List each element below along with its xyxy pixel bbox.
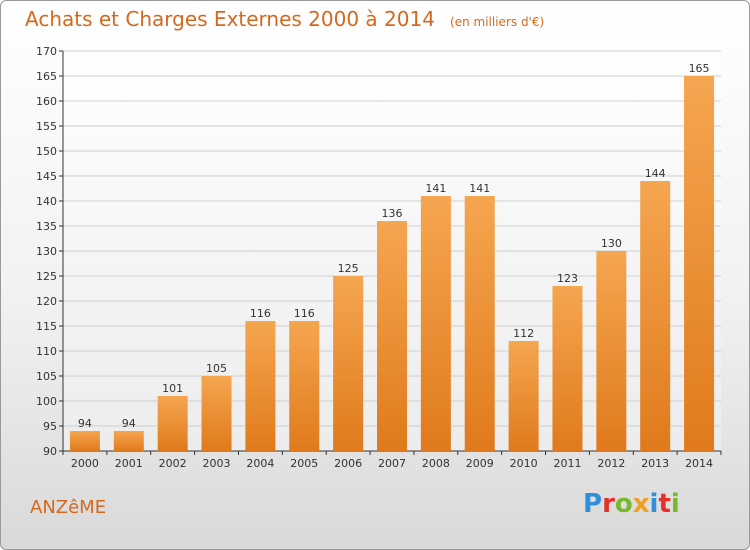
data-label: 165 — [689, 62, 710, 75]
x-tick-label: 2001 — [115, 457, 143, 470]
x-tick-label: 2009 — [466, 457, 494, 470]
bar — [113, 431, 144, 451]
bar — [508, 341, 539, 451]
data-label: 105 — [206, 362, 227, 375]
y-tick-label: 110 — [36, 345, 57, 358]
x-tick-label: 2004 — [246, 457, 274, 470]
town-name: ANZêME — [30, 497, 107, 518]
x-axis: 2000 2001 2002 2003 2004 2005 2006 2007 2008 2009… — [62, 450, 722, 470]
y-tick-label: 105 — [36, 370, 57, 383]
data-label: 94 — [122, 417, 136, 430]
x-tick-label: 2011 — [553, 457, 581, 470]
bar — [596, 251, 627, 451]
bar — [420, 196, 451, 451]
bar — [69, 431, 100, 451]
bar — [377, 221, 407, 451]
chart-title-block: Achats et Charges Externes 2000 à 2014 (… — [25, 7, 544, 31]
bar — [157, 396, 188, 451]
y-tick-label: 150 — [36, 145, 57, 158]
y-tick-label: 100 — [36, 395, 57, 408]
x-tick-label: 2002 — [159, 457, 187, 470]
y-tick-label: 140 — [36, 195, 57, 208]
bar — [552, 286, 583, 451]
y-tick-label: 120 — [36, 295, 57, 308]
data-labels: 94 94 101 105 116 116 125 136 141 141 112 123 130 144… — [78, 62, 710, 430]
bar — [245, 321, 276, 451]
y-tick-label: 165 — [36, 70, 57, 83]
x-tick-label: 2013 — [641, 457, 669, 470]
data-label: 101 — [162, 382, 183, 395]
data-label: 144 — [645, 167, 666, 180]
x-tick-label: 2003 — [203, 457, 231, 470]
x-tick-label: 2012 — [597, 457, 625, 470]
bar — [201, 376, 232, 451]
bar — [333, 276, 364, 451]
data-label: 130 — [601, 237, 622, 250]
data-label: 141 — [469, 182, 490, 195]
y-tick-label: 95 — [43, 420, 57, 433]
data-label: 112 — [513, 327, 534, 340]
chart-title: Achats et Charges Externes 2000 à 2014 — [25, 7, 435, 31]
y-tick-label: 155 — [36, 120, 57, 133]
y-tick-label: 90 — [43, 445, 57, 458]
data-label: 136 — [382, 207, 403, 220]
x-tick-label: 2010 — [510, 457, 538, 470]
y-tick-label: 160 — [36, 95, 57, 108]
data-label: 123 — [557, 272, 578, 285]
chart-unit-note: (en milliers d'€) — [450, 15, 545, 29]
bar — [464, 196, 495, 451]
y-tick-label: 170 — [36, 45, 57, 58]
proxiti-logo: Proxiti — [583, 489, 680, 519]
x-tick-label: 2007 — [378, 457, 406, 470]
x-tick-label: 2005 — [290, 457, 318, 470]
data-label: 116 — [294, 307, 315, 320]
data-label: 141 — [425, 182, 446, 195]
y-tick-label: 125 — [36, 270, 57, 283]
y-tick-label: 130 — [36, 245, 57, 258]
x-tick-label: 2014 — [685, 457, 713, 470]
y-tick-label: 115 — [36, 320, 57, 333]
x-tick-label: 2006 — [334, 457, 362, 470]
y-axis: 90 95 100 105 110 115 120 125 130 135 140 145 150 155… — [36, 45, 64, 458]
y-tick-label: 135 — [36, 220, 57, 233]
y-tick-label: 145 — [36, 170, 57, 183]
data-label: 116 — [250, 307, 271, 320]
data-label: 125 — [338, 262, 359, 275]
x-tick-label: 2000 — [71, 457, 99, 470]
data-label: 94 — [78, 417, 92, 430]
bars — [69, 76, 715, 451]
bar — [640, 181, 671, 451]
x-tick-label: 2008 — [422, 457, 450, 470]
bar — [684, 76, 715, 451]
bar — [289, 321, 320, 451]
